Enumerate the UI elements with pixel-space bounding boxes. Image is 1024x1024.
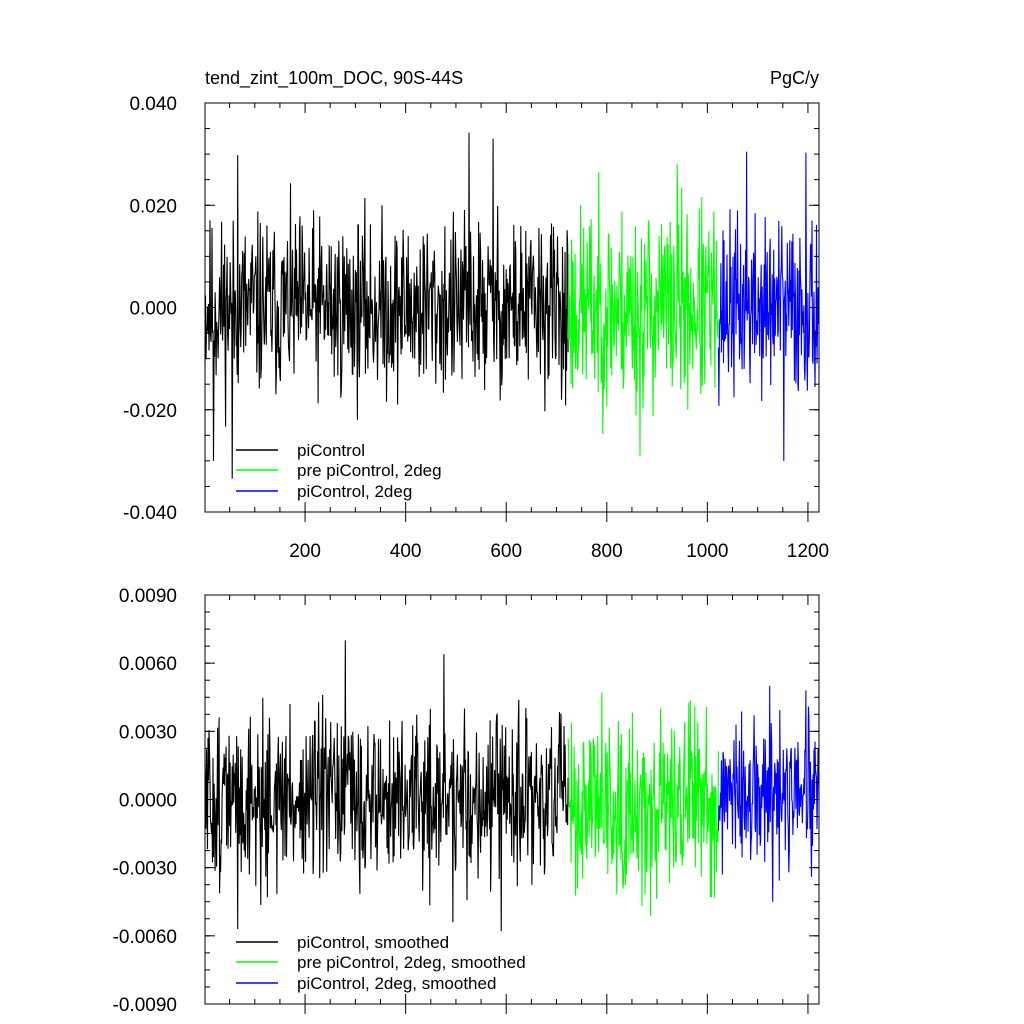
bottom-series-lines [204,640,820,932]
y-tick-label: 0.020 [129,196,177,217]
x-tick-label: 200 [289,541,321,562]
bottom-panel: 0.0090 0.0060 0.0030 0.0000 -0.0030 -0.0060 -0… [113,586,820,1016]
x-tick-label: 1200 [787,541,829,562]
x-tick-label: 600 [490,541,522,562]
bottom-legend: piControl, smoothed pre piControl, 2deg,… [236,933,526,993]
top-panel: tend_zint_100m_DOC, 90S-44S PgC/y 0.0400… [123,68,829,562]
units-label: PgC/y [770,68,819,88]
x-tick-label: 800 [591,541,623,562]
series-line [717,151,820,461]
series-line [567,164,719,456]
y-tick-label: -0.020 [123,401,177,422]
chart-title: tend_zint_100m_DOC, 90S-44S [205,68,463,89]
legend-label: piControl, smoothed [297,933,449,952]
legend-label: pre piControl, 2deg [297,461,442,480]
y-tick-label: 0.0000 [119,791,177,812]
top-series-lines [204,132,820,479]
y-tick-label: 0.0060 [119,654,177,675]
series-line [567,692,719,916]
legend-label: piControl [297,441,365,460]
y-tick-label: 0.0030 [119,722,177,743]
legend-label: piControl, 2deg [297,482,412,501]
series-line [204,640,569,932]
top-legend: piControl pre piControl, 2deg piControl,… [236,441,442,501]
x-tick-label: 400 [390,541,422,562]
y-tick-label: -0.0090 [113,995,177,1016]
x-tick-label: 1000 [686,541,728,562]
legend-label: pre piControl, 2deg, smoothed [297,953,526,972]
legend-label: piControl, 2deg, smoothed [297,974,496,993]
y-tick-label: -0.0060 [113,927,177,948]
series-line [717,685,820,902]
y-tick-label: 0.000 [129,299,177,320]
y-tick-label: 0.0090 [119,586,177,607]
top-axis-ticks: 0.040 0.020 0.000 -0.020 -0.040 200 400 600 800 1… [123,94,829,562]
series-line [204,132,569,479]
y-tick-label: -0.0030 [113,859,177,880]
y-tick-label: 0.040 [129,94,177,115]
y-tick-label: -0.040 [123,503,177,524]
bottom-axis-ticks: 0.0090 0.0060 0.0030 0.0000 -0.0030 -0.0060 -0… [113,586,819,1016]
